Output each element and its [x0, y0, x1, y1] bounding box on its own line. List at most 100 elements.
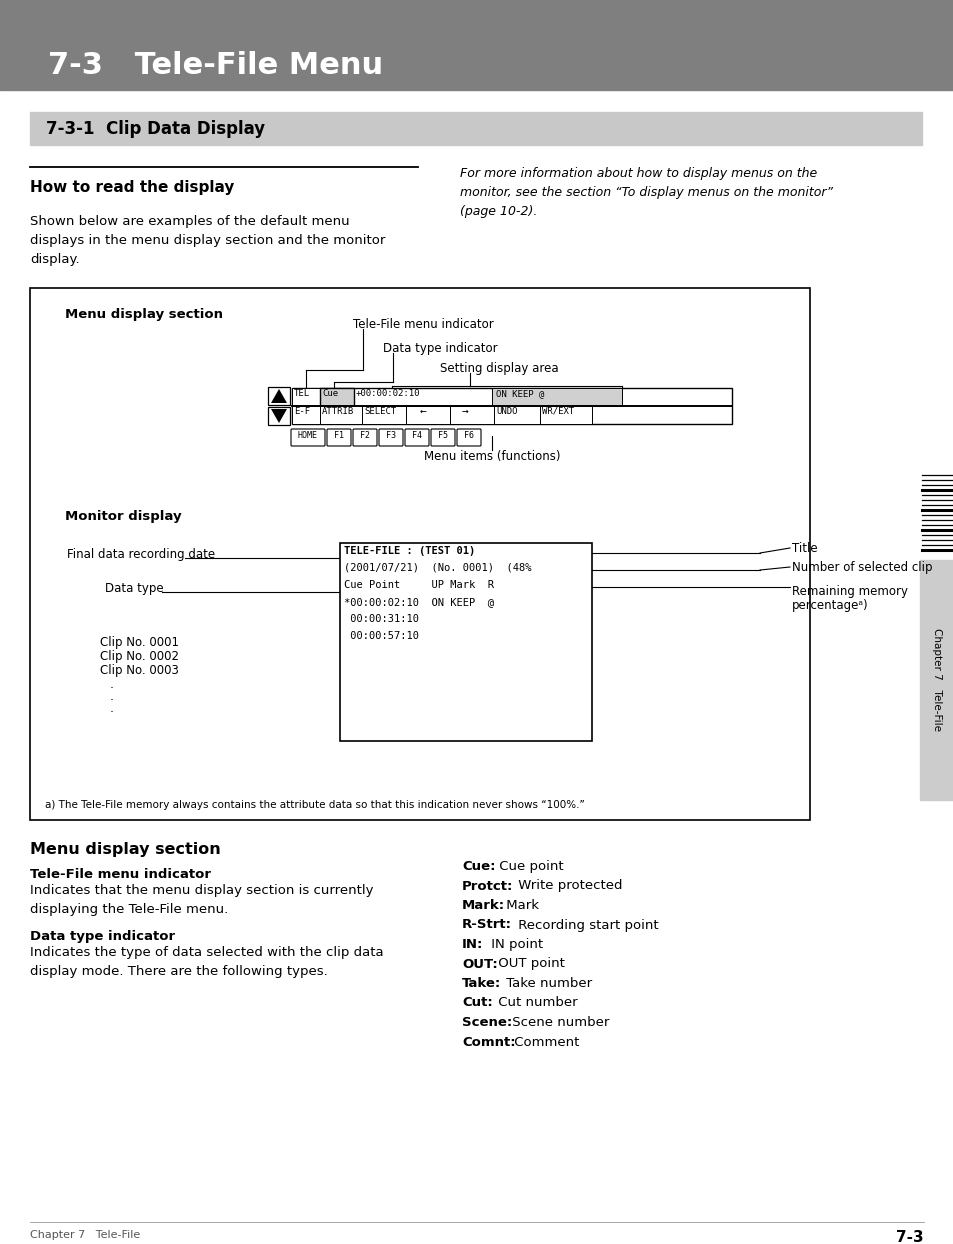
Bar [319, 388, 354, 406]
Bar [494, 406, 539, 424]
Text: Chapter 7   Tele-File: Chapter 7 Tele-File [30, 1230, 140, 1240]
Text: Remaining memory: Remaining memory [791, 585, 907, 598]
Text: Monitor display: Monitor display [65, 510, 181, 522]
Text: OUT point: OUT point [494, 958, 564, 970]
Text: .: . [110, 702, 113, 715]
Text: F4: F4 [412, 430, 421, 440]
Text: →: → [461, 407, 468, 417]
Text: ATTRIB: ATTRIB [322, 407, 354, 415]
Text: IN:: IN: [461, 938, 483, 950]
Text: TELE-FILE : (TEST 01): TELE-FILE : (TEST 01) [344, 546, 475, 556]
Text: .: . [110, 690, 113, 703]
Bar [292, 406, 319, 424]
Text: Cue:: Cue: [461, 860, 495, 873]
Bar [0, 0, 953, 90]
Text: Cue Point     UP Mark  R: Cue Point UP Mark R [344, 580, 494, 590]
Polygon shape [271, 409, 287, 423]
Text: ON KEEP @: ON KEEP @ [496, 389, 544, 398]
Text: Menu items (functions): Menu items (functions) [423, 450, 559, 463]
Text: Clip No. 0003: Clip No. 0003 [100, 664, 179, 677]
Text: Mark: Mark [501, 899, 538, 912]
Bar [361, 406, 406, 424]
Text: Tele-File menu indicator: Tele-File menu indicator [353, 318, 494, 331]
Text: R-Strt:: R-Strt: [461, 918, 512, 932]
Text: F3: F3 [386, 430, 395, 440]
Text: a) The Tele-File memory always contains the attribute data so that this indicati: a) The Tele-File memory always contains … [45, 800, 584, 810]
Text: Shown below are examples of the default menu
displays in the menu display sectio: Shown below are examples of the default … [30, 215, 385, 266]
Text: Data type: Data type [105, 582, 164, 595]
Text: Take:: Take: [461, 977, 500, 990]
Text: Setting display area: Setting display area [439, 362, 558, 374]
Text: IN point: IN point [486, 938, 542, 950]
Text: Cut:: Cut: [461, 996, 493, 1009]
Bar [339, 542, 592, 741]
Text: Protct:: Protct: [461, 880, 513, 892]
Text: F1: F1 [334, 430, 344, 440]
Text: Final data recording date: Final data recording date [67, 549, 214, 561]
Text: Number of selected clip: Number of selected clip [791, 561, 931, 573]
Text: Cue point: Cue point [495, 860, 563, 873]
Text: Recording start point: Recording start point [514, 918, 658, 932]
FancyBboxPatch shape [431, 429, 455, 447]
Text: *00:00:02:10  ON KEEP  @: *00:00:02:10 ON KEEP @ [344, 597, 494, 607]
Text: Clip No. 0002: Clip No. 0002 [100, 651, 179, 663]
Text: .: . [110, 678, 113, 690]
Bar [539, 406, 592, 424]
Text: Chapter 7   Tele-File: Chapter 7 Tele-File [931, 628, 941, 731]
Text: 00:00:31:10: 00:00:31:10 [344, 615, 418, 624]
Text: TEL: TEL [294, 389, 310, 398]
Text: UNDO: UNDO [496, 407, 517, 415]
Text: Comment: Comment [510, 1035, 578, 1049]
FancyBboxPatch shape [327, 429, 351, 447]
FancyBboxPatch shape [405, 429, 429, 447]
Text: Scene:: Scene: [461, 1016, 512, 1029]
Bar [492, 388, 621, 406]
Text: Cut number: Cut number [494, 996, 577, 1009]
Bar [450, 406, 494, 424]
Text: Take number: Take number [501, 977, 592, 990]
Text: Indicates the type of data selected with the clip data
display mode. There are t: Indicates the type of data selected with… [30, 945, 383, 978]
Text: Title: Title [791, 541, 817, 555]
Text: OUT:: OUT: [461, 958, 497, 970]
Text: 7-3: 7-3 [896, 1230, 923, 1244]
Polygon shape [271, 389, 287, 403]
Bar [406, 406, 450, 424]
Text: +00:00:02:10: +00:00:02:10 [355, 389, 420, 398]
Text: Indicates that the menu display section is currently
displaying the Tele-File me: Indicates that the menu display section … [30, 884, 374, 916]
Bar [319, 406, 361, 424]
Bar [292, 388, 731, 424]
Bar [30, 289, 809, 820]
Text: Menu display section: Menu display section [65, 309, 223, 321]
Text: 7-3   Tele-File Menu: 7-3 Tele-File Menu [48, 51, 383, 80]
Bar [292, 388, 319, 406]
Text: F6: F6 [463, 430, 474, 440]
FancyBboxPatch shape [291, 429, 325, 447]
Text: How to read the display: How to read the display [30, 180, 234, 195]
Text: Cue: Cue [322, 389, 337, 398]
FancyBboxPatch shape [378, 429, 402, 447]
Text: HOME: HOME [297, 430, 317, 440]
Text: Comnt:: Comnt: [461, 1035, 515, 1049]
Text: Menu display section: Menu display section [30, 842, 220, 857]
Text: (2001/07/21)  (No. 0001)  (48%: (2001/07/21) (No. 0001) (48% [344, 564, 531, 573]
Text: Tele-File menu indicator: Tele-File menu indicator [30, 868, 211, 881]
Text: 00:00:57:10: 00:00:57:10 [344, 631, 418, 641]
Text: percentageᵃ): percentageᵃ) [791, 600, 868, 612]
Text: Mark:: Mark: [461, 899, 504, 912]
Text: F2: F2 [359, 430, 370, 440]
Text: Write protected: Write protected [514, 880, 622, 892]
FancyBboxPatch shape [456, 429, 480, 447]
Bar [268, 407, 290, 425]
Bar [919, 560, 953, 800]
Text: E-F: E-F [294, 407, 310, 415]
Text: Clip No. 0001: Clip No. 0001 [100, 636, 179, 649]
Text: SELECT: SELECT [364, 407, 395, 415]
Text: F5: F5 [437, 430, 448, 440]
Text: ←: ← [419, 407, 426, 417]
FancyBboxPatch shape [353, 429, 376, 447]
Bar [268, 387, 290, 406]
Text: For more information about how to display menus on the
monitor, see the section : For more information about how to displa… [459, 167, 832, 218]
Bar [30, 112, 921, 146]
Text: WR/EXT: WR/EXT [541, 407, 574, 415]
Text: Scene number: Scene number [507, 1016, 609, 1029]
